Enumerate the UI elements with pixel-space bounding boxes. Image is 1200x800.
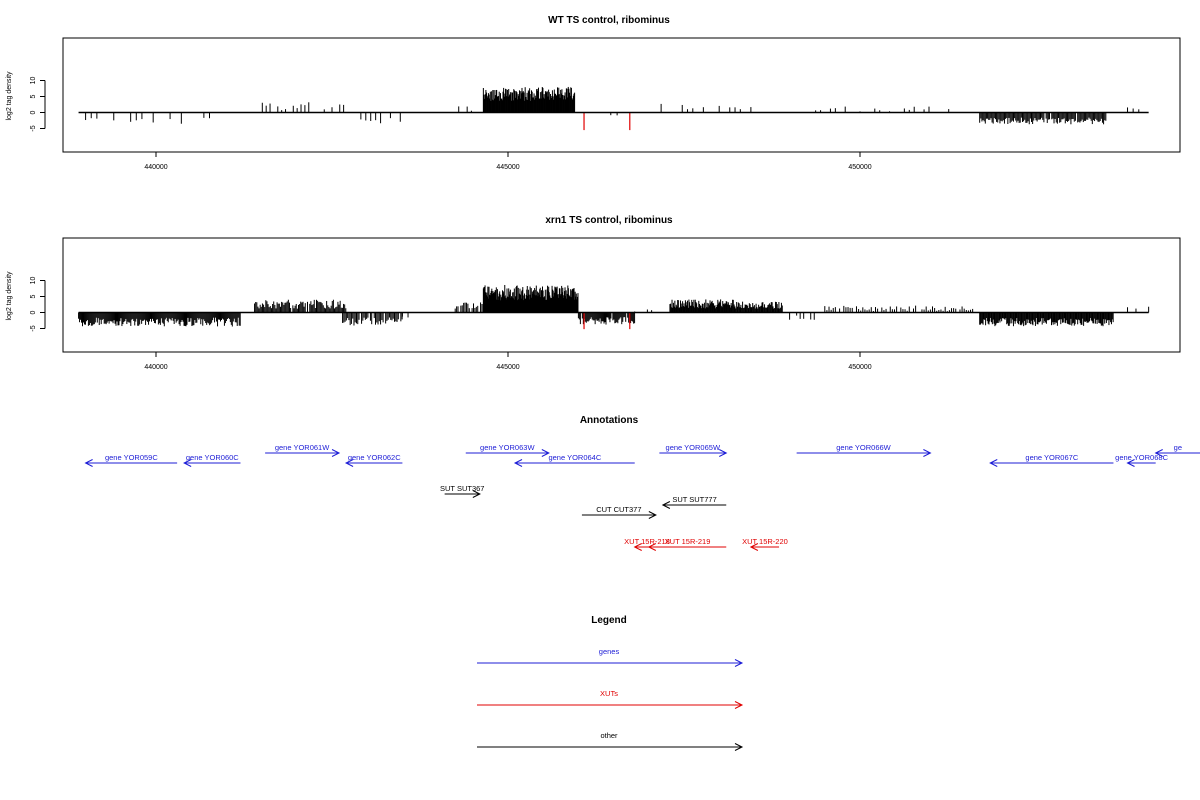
legend-item-genes: genes xyxy=(477,647,744,667)
feature-label: gene YOR065W xyxy=(666,443,721,452)
feature-label: gene YOR061W xyxy=(275,443,330,452)
highlight-bars xyxy=(583,312,631,330)
x-tick-label: 440000 xyxy=(144,164,167,171)
legend-arrowhead xyxy=(734,659,744,667)
feature-genes: gene YOR068C xyxy=(1115,453,1169,467)
y-axis-label: log2 tag density xyxy=(6,71,13,121)
x-tick-label: 450000 xyxy=(848,364,871,371)
legend-label: XUTs xyxy=(600,689,618,698)
feature-genes: gene YOR067C xyxy=(989,453,1114,467)
feature-xuts: XUT 15R-219 xyxy=(647,537,727,551)
track-panel-xrn1: xrn1 TS control, ribominus log2 tag dens… xyxy=(6,215,1181,371)
signal-bars xyxy=(78,284,1150,327)
feature-arrowhead xyxy=(647,543,657,551)
feature-label: gene YOR060C xyxy=(186,453,239,462)
plot-frame xyxy=(62,37,1181,153)
feature-label: XUT 15R-219 xyxy=(665,537,711,546)
feature-label: gene YOR066W xyxy=(836,443,891,452)
feature-arrowhead xyxy=(331,449,341,457)
highlight-bars xyxy=(583,112,631,131)
y-axis-label: log2 tag density xyxy=(6,271,13,321)
x-axis: 440000 445000 450000 xyxy=(144,151,872,171)
feature-arrowhead xyxy=(1154,449,1163,457)
feature-arrowhead xyxy=(84,459,93,467)
y-tick-label: -5 xyxy=(30,325,37,331)
feature-genes: gene YOR064C xyxy=(513,453,635,467)
panel-title: WT TS control, ribominus xyxy=(548,15,670,26)
y-tick-label: 5 xyxy=(30,294,37,298)
feature-label: SUT SUT367 xyxy=(440,484,484,493)
feature-label: XUT 15R-218 xyxy=(624,537,670,546)
feature-arrowhead xyxy=(749,543,759,551)
y-tick-label: 0 xyxy=(30,310,37,314)
legend-item-other: other xyxy=(477,731,744,751)
feature-label: SUT SUT777 xyxy=(672,495,716,504)
feature-other: SUT SUT777 xyxy=(661,495,727,509)
y-axis: -5 0 5 10 xyxy=(30,77,46,132)
signal-bars xyxy=(85,86,1140,125)
y-tick-label: -5 xyxy=(30,125,37,131)
feature-genes: gene YOR060C xyxy=(183,453,241,467)
feature-label: gene YOR063W xyxy=(480,443,535,452)
feature-arrowhead xyxy=(648,511,657,519)
feature-label: gene YOR059C xyxy=(105,453,158,462)
legend-item-xuts: XUTs xyxy=(477,689,744,709)
feature-genes: gene YOR059C xyxy=(84,453,178,467)
feature-label: gene YOR068C xyxy=(1115,453,1168,462)
feature-other: SUT SUT367 xyxy=(440,484,484,498)
feature-arrowhead xyxy=(472,490,481,498)
feature-label: gene YOR064C xyxy=(548,453,601,462)
feature-genes: gene YOR065W xyxy=(659,443,728,457)
feature-arrowhead xyxy=(661,501,671,509)
feature-genes: gene YOR063W xyxy=(465,443,550,457)
legend-items: genes XUTs other xyxy=(477,647,744,751)
legend: Legend genes XUTs other xyxy=(477,615,744,751)
feature-label: ge xyxy=(1174,443,1182,452)
y-tick-label: 5 xyxy=(30,94,37,98)
legend-arrowhead xyxy=(734,743,744,751)
legend-label: genes xyxy=(599,647,620,656)
feature-arrowhead xyxy=(513,459,523,467)
feature-arrowhead xyxy=(719,449,728,457)
x-tick-label: 445000 xyxy=(496,364,519,371)
feature-genes: gene YOR066W xyxy=(796,443,932,457)
y-tick-label: 0 xyxy=(30,110,37,114)
x-axis: 440000 445000 450000 xyxy=(144,351,872,371)
feature-label: CUT CUT377 xyxy=(596,505,641,514)
feature-arrowhead xyxy=(344,459,354,467)
feature-xuts: XUT 15R-218 xyxy=(624,537,670,551)
feature-label: XUT 15R-220 xyxy=(742,537,788,546)
annotations-title: Annotations xyxy=(580,415,639,426)
feature-arrowhead xyxy=(989,459,998,467)
feature-arrowhead xyxy=(633,543,642,551)
feature-arrowhead xyxy=(541,449,550,457)
panel-title: xrn1 TS control, ribominus xyxy=(545,215,673,226)
feature-genes: gene YOR061W xyxy=(265,443,341,457)
x-tick-label: 440000 xyxy=(144,364,167,371)
legend-arrowhead xyxy=(734,701,744,709)
feature-arrowhead xyxy=(183,459,192,467)
x-tick-label: 445000 xyxy=(496,164,519,171)
feature-arrowhead xyxy=(923,449,932,457)
y-tick-label: 10 xyxy=(30,77,37,85)
legend-title: Legend xyxy=(591,615,627,626)
annotations-track: Annotations gene YOR059C gene YOR060Cgene… xyxy=(84,415,1200,551)
track-panel-wt: WT TS control, ribominus log2 tag densit… xyxy=(6,15,1181,171)
feature-label: gene YOR067C xyxy=(1025,453,1078,462)
feature-label: gene YOR062C xyxy=(348,453,401,462)
y-tick-label: 10 xyxy=(30,277,37,285)
y-axis: -5 0 5 10 xyxy=(30,277,46,332)
x-tick-label: 450000 xyxy=(848,164,871,171)
plot-frame xyxy=(62,237,1181,353)
feature-genes: gene YOR062C xyxy=(344,453,403,467)
feature-xuts: XUT 15R-220 xyxy=(742,537,788,551)
feature-genes: ge xyxy=(1154,443,1200,457)
feature-arrowhead xyxy=(1126,459,1135,467)
feature-list: gene YOR059C gene YOR060C gene YOR061W gene… xyxy=(84,443,1200,551)
legend-label: other xyxy=(600,731,618,740)
feature-other: CUT CUT377 xyxy=(581,505,657,519)
